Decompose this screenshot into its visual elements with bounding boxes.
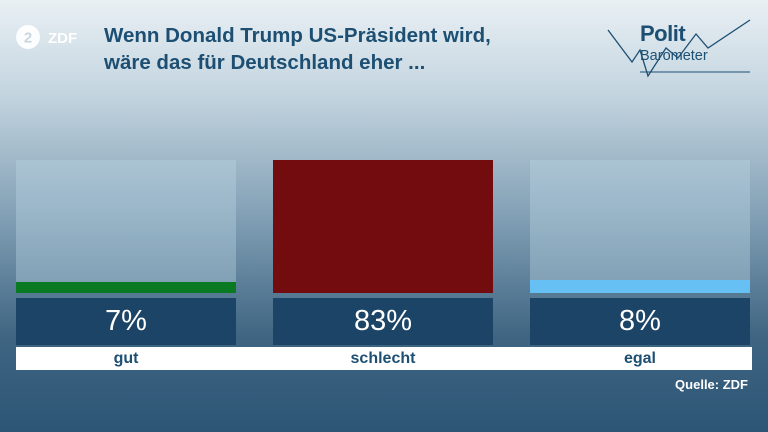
title-line-1: Wenn Donald Trump US-Präsident wird, <box>104 24 491 47</box>
chart-title: Wenn Donald Trump US-Präsident wird, wär… <box>104 22 574 76</box>
bar-track-egal <box>530 160 750 293</box>
bar-gut <box>16 282 236 293</box>
title-line-2: wäre das für Deutschland eher ... <box>104 51 426 74</box>
zdf-logo: 2 ZDF <box>16 25 77 49</box>
politbarometer-logo-polit: Polit <box>640 21 686 46</box>
source-note: Quelle: ZDF <box>675 377 748 392</box>
category-label-strip: gut schlecht egal <box>16 347 752 370</box>
politbarometer-logo-lines <box>607 19 751 78</box>
zdf-logo-text: ZDF <box>48 30 77 47</box>
bar-egal <box>530 280 750 293</box>
category-label-gut: gut <box>113 350 139 367</box>
bar-column-egal: 8% <box>530 160 750 345</box>
bar-column-gut: 7% <box>16 160 236 345</box>
category-label-egal: egal <box>623 350 656 367</box>
value-label-gut: 7% <box>16 298 236 345</box>
bar-track-gut <box>16 160 236 293</box>
value-label-schlecht: 83% <box>273 298 493 345</box>
bar-schlecht <box>273 160 493 293</box>
value-label-egal: 8% <box>530 298 750 345</box>
bar-track-schlecht <box>273 160 493 293</box>
svg-text:2: 2 <box>24 30 32 47</box>
politbarometer-logo-barometer: Barometer <box>640 48 708 64</box>
category-label-schlecht: schlecht <box>350 350 416 367</box>
bar-column-schlecht: 83% <box>273 160 493 345</box>
